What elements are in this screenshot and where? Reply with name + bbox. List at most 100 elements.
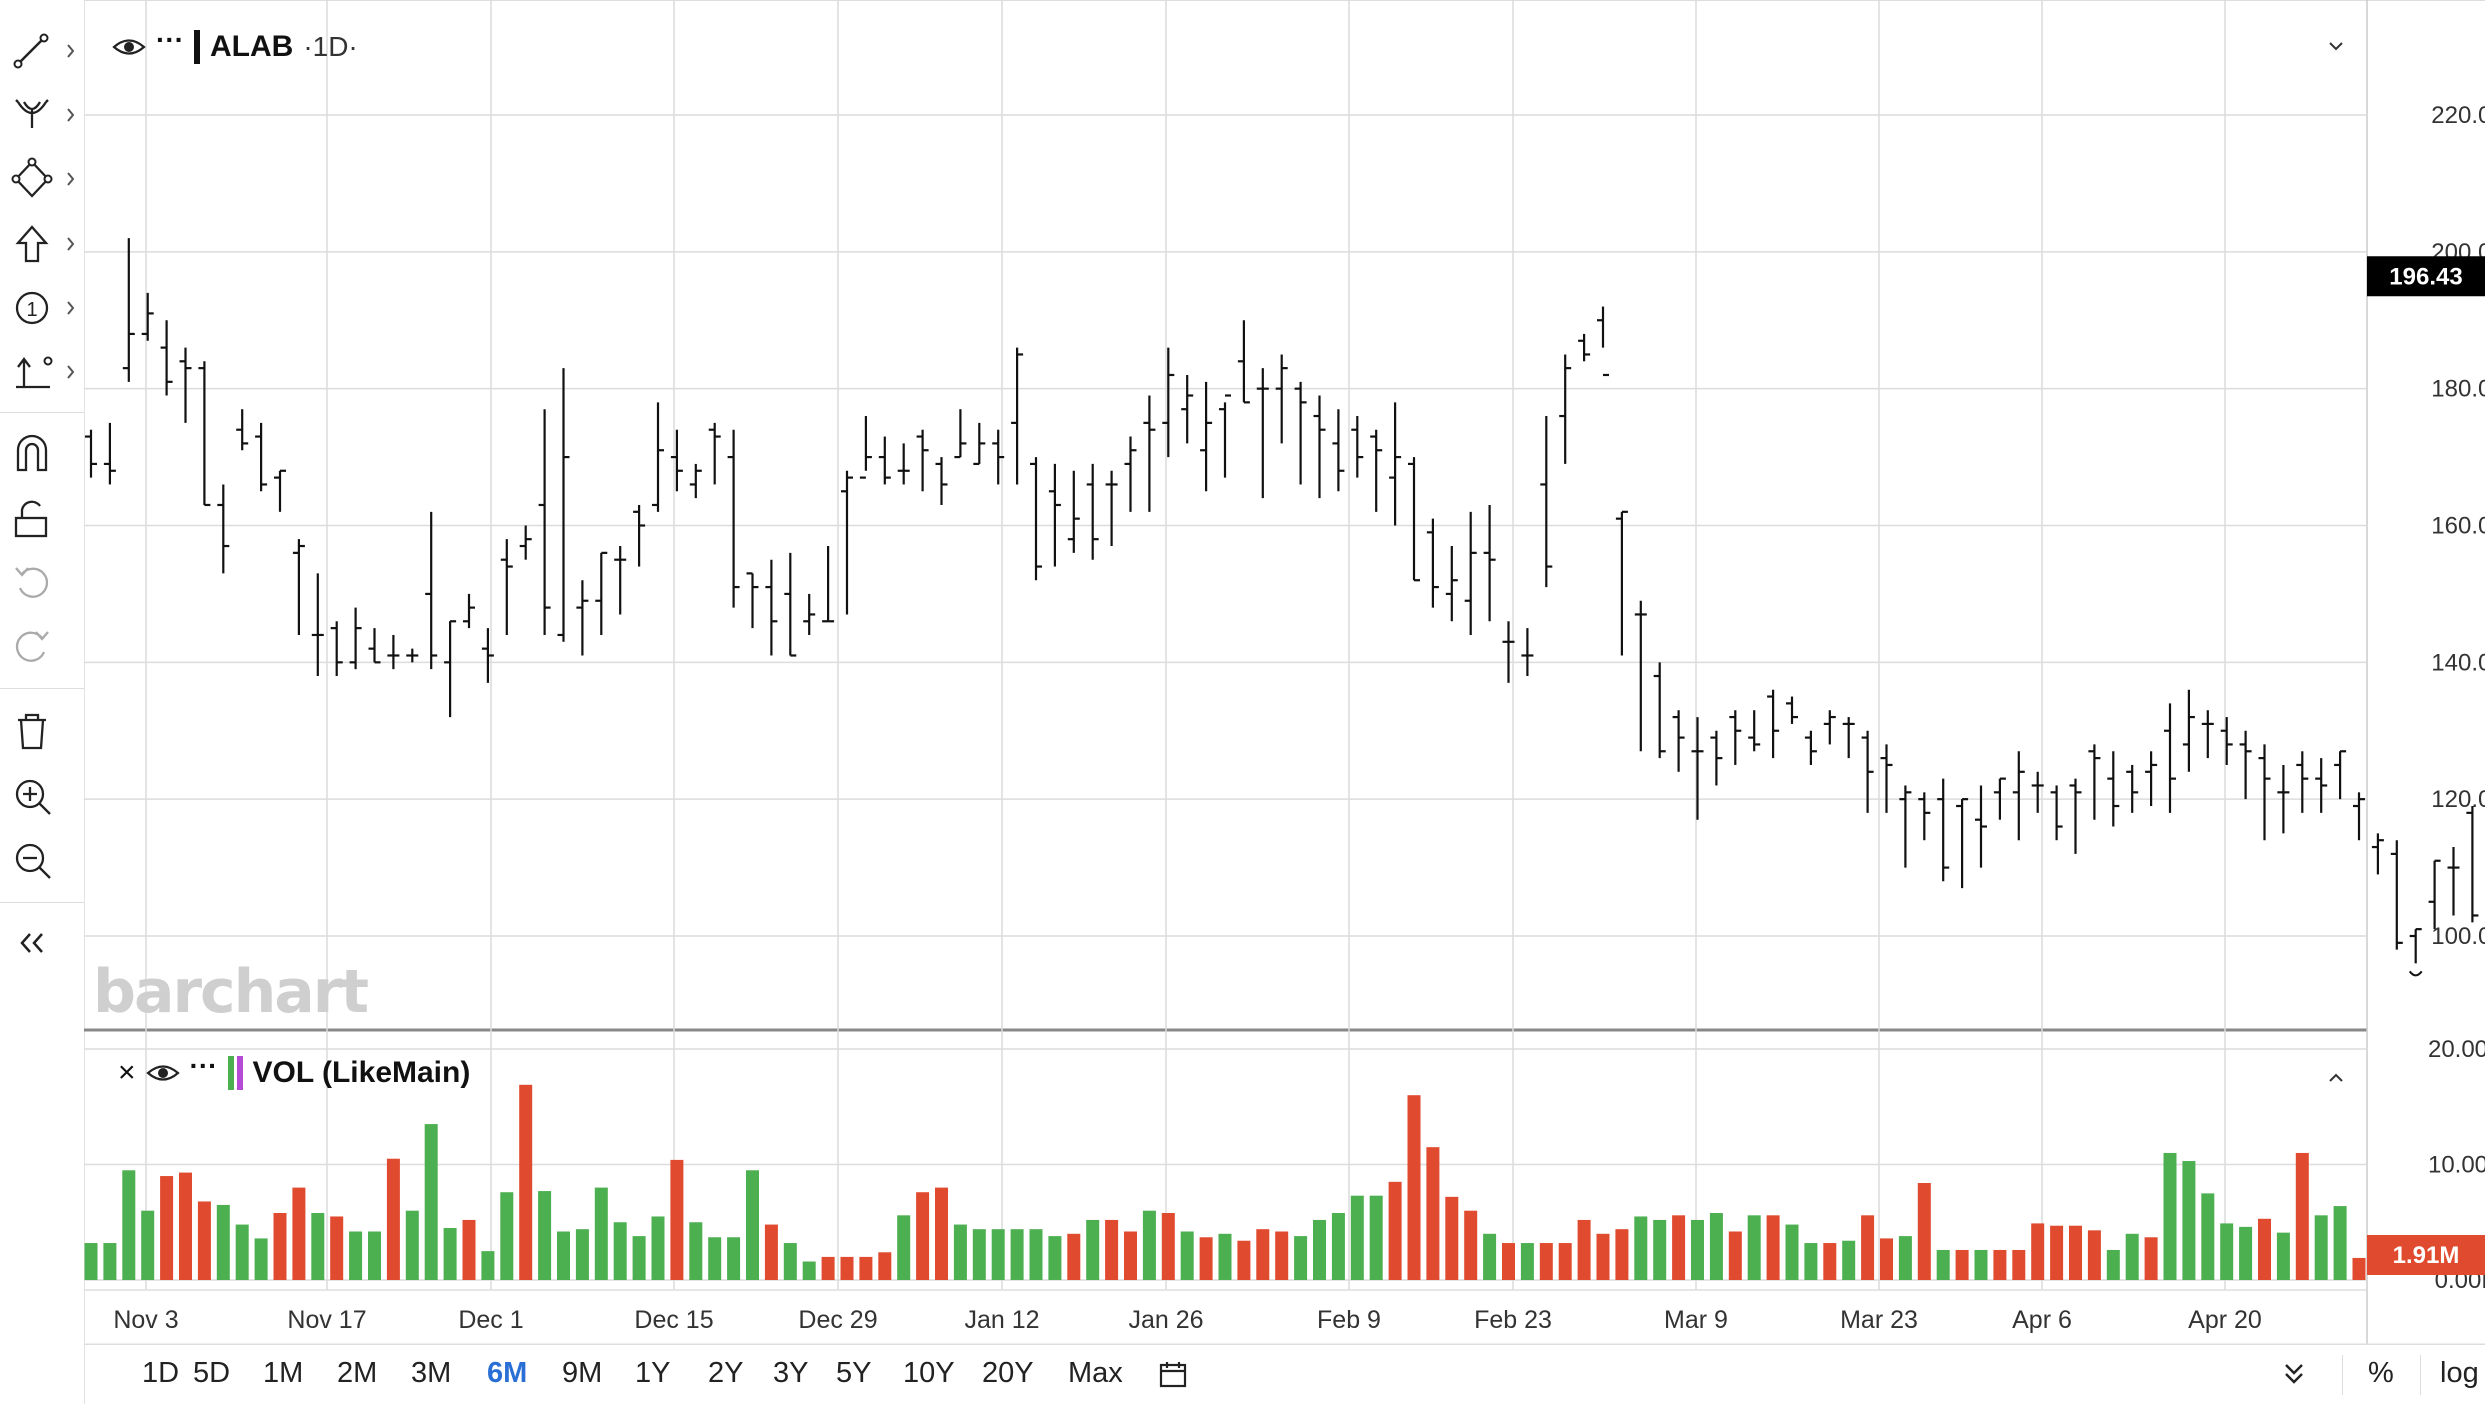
ohlc-bar [746,572,759,629]
range-button-1y[interactable]: 1Y [635,1357,671,1389]
legend-menu-dots[interactable]: ··· [156,24,184,55]
interval-label[interactable]: ·1D· [303,31,358,62]
ohlc-bar [2258,744,2271,841]
volume-bar [2069,1225,2082,1280]
volume-bar [1728,1231,1742,1280]
arrow-tool-icon[interactable] [10,219,75,269]
date-tick-label: Dec 29 [798,1306,877,1334]
range-button-10y[interactable]: 10Y [903,1357,955,1389]
legend-menu-dots[interactable]: ··· [189,1050,218,1081]
line-tool-icon[interactable] [10,26,75,76]
percent-scale-button[interactable]: % [2368,1357,2394,1389]
ohlc-bar [1256,368,1269,499]
ohlc-bar [2371,833,2384,875]
ohlc-bar [973,422,986,466]
volume-bar [1237,1240,1251,1280]
volume-bar [273,1213,287,1280]
double-chevron-down-icon[interactable] [2282,1361,2306,1395]
zoom-in-icon[interactable] [10,772,74,822]
volume-bar [2314,1215,2328,1280]
lock-icon[interactable] [10,494,74,544]
ohlc-bar [2012,751,2025,841]
ohlc-bar [217,484,230,574]
ohlc-bar [1237,320,1250,404]
volume-bar [1294,1236,1308,1280]
range-button-1d[interactable]: 1D [142,1357,180,1389]
range-button-5y[interactable]: 5Y [836,1357,872,1389]
volume-bar [1898,1236,1912,1280]
last-price-badge [2367,256,2485,297]
range-button-2m[interactable]: 2M [337,1357,378,1389]
collapse-toolbar-icon[interactable] [10,918,74,968]
volume-bar [84,1243,98,1280]
volume-bar [2144,1237,2158,1280]
range-button-3y[interactable]: 3Y [773,1357,809,1389]
volume-bar [443,1228,457,1280]
volume-bar [1993,1249,2007,1280]
redo-icon[interactable] [10,622,74,672]
calendar-icon[interactable] [1158,1359,1188,1397]
volume-bar [1029,1229,1043,1280]
toolbar-divider [0,412,84,413]
range-button-20y[interactable]: 20Y [982,1357,1034,1389]
ohlc-bar [1011,347,1024,485]
ohlc-bar [1767,689,1780,759]
volume-bar [1672,1215,1686,1280]
ohlc-bar [1842,717,1855,759]
undo-icon[interactable] [10,558,74,608]
ohlc-bar [1521,628,1534,677]
magnet-icon[interactable] [10,428,74,478]
ohlc-bar [1540,416,1553,588]
range-button-3m[interactable]: 3M [411,1357,452,1389]
volume-bar [594,1187,608,1280]
volume-bar [991,1229,1005,1280]
volume-bar [330,1216,344,1280]
log-scale-button[interactable]: log [2440,1357,2479,1389]
annotation-tool-icon[interactable]: 1 [10,283,75,333]
shape-tool-icon[interactable] [10,154,75,204]
volume-bar [1350,1195,1364,1280]
zoom-out-icon[interactable] [10,836,74,886]
chevron-up-icon[interactable] [2326,1064,2346,1095]
price-tick-label: 160.00 [2431,513,2485,540]
ohlc-bar [822,546,835,623]
volume-bar [462,1219,476,1280]
volume-bar [160,1176,174,1280]
ohlc-bar [897,443,910,485]
volume-bar [2031,1223,2045,1280]
volume-bar [2333,1206,2347,1280]
chevron-down-icon[interactable] [2326,32,2346,63]
eye-icon[interactable] [112,36,146,58]
volume-bar [1747,1215,1761,1280]
range-button-2y[interactable]: 2Y [708,1357,744,1389]
range-selector: 1D 5D 1M 2M 3M 6M 9M 1Y 2Y 3Y 5Y 10Y 20Y Max% log [84,1344,2485,1405]
range-button-6m[interactable]: 6M [487,1357,528,1389]
ohlc-bar [1918,792,1931,841]
barchart-watermark: barchart [93,957,368,1027]
ohlc-bar [1313,395,1326,499]
range-button-max[interactable]: Max [1068,1357,1123,1389]
ohlc-bar [765,559,778,656]
ohlc-bar [784,552,797,657]
volume-label: VOL (LikeMain) [252,1056,471,1089]
eye-icon[interactable] [145,1062,180,1084]
ohlc-bar [614,546,627,615]
volume-bar [1086,1219,1100,1280]
trash-icon[interactable] [10,706,74,756]
date-tick-label: Dec 15 [634,1306,713,1334]
measure-tool-icon[interactable] [10,347,75,397]
range-button-1m[interactable]: 1M [263,1357,304,1389]
ohlc-bar [1597,306,1609,377]
fork-tool-icon[interactable] [10,90,75,140]
range-button-5d[interactable]: 5D [193,1357,231,1389]
ohlc-bar [198,361,211,507]
volume-bar [859,1256,873,1280]
volume-bar [481,1251,495,1280]
ohlc-bar [444,620,457,718]
volume-tick-label: 20.00M [2428,1036,2485,1063]
range-button-9m[interactable]: 9M [562,1357,603,1389]
volume-bar [2239,1226,2253,1280]
close-icon[interactable]: × [118,1056,136,1089]
ohlc-bar [916,429,929,492]
price-chart[interactable]: 220.00200.00180.00160.00140.00120.00100.… [0,0,2485,1344]
